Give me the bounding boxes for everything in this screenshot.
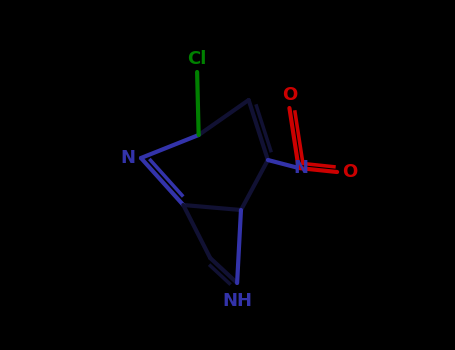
Text: NH: NH: [222, 292, 252, 310]
Text: N: N: [293, 159, 308, 177]
Text: N: N: [121, 149, 136, 167]
Text: Cl: Cl: [187, 50, 207, 68]
Text: O: O: [282, 86, 297, 104]
Text: O: O: [342, 163, 358, 181]
